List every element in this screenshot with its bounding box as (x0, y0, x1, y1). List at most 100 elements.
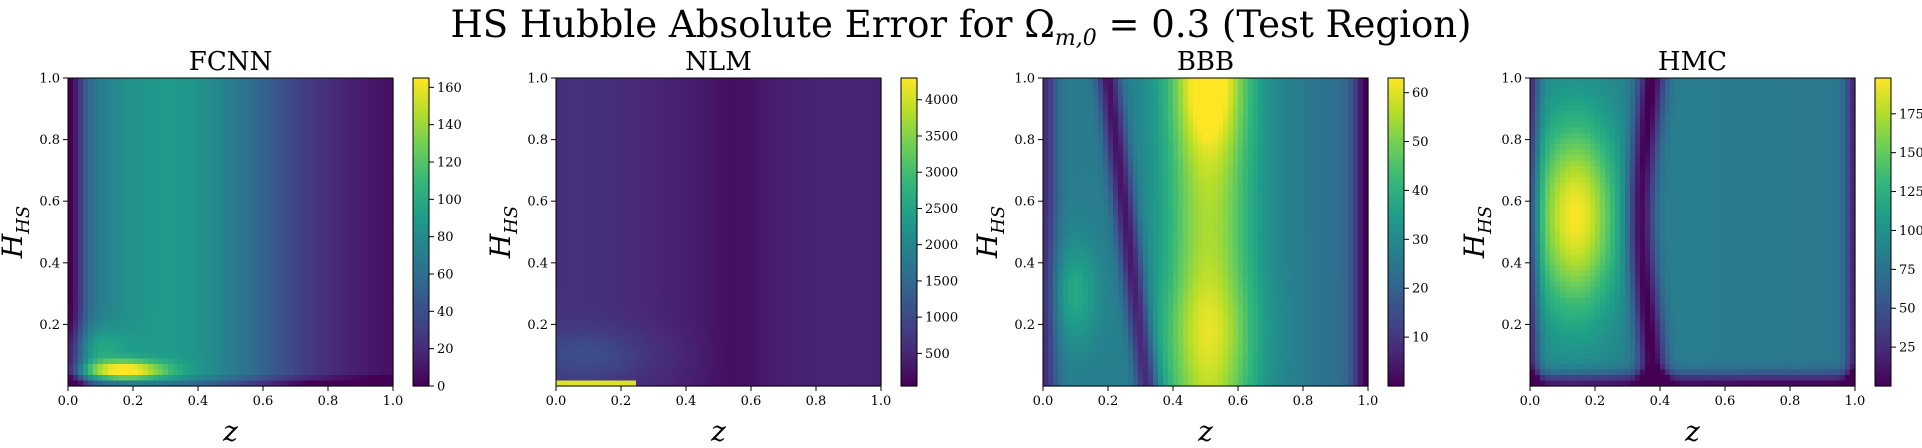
heatmap-cell (661, 177, 667, 184)
heatmap-cell (831, 94, 837, 101)
heatmap-cell (168, 94, 174, 101)
heatmap-cell (323, 243, 329, 250)
heatmap-cell (223, 309, 229, 316)
heatmap-cell (118, 287, 124, 294)
heatmap-cell (178, 127, 184, 134)
heatmap-cell (208, 281, 214, 288)
heatmap-cell (871, 111, 877, 118)
heatmap-cell (233, 309, 239, 316)
heatmap-cell (73, 78, 79, 85)
heatmap-cell (143, 177, 149, 184)
heatmap-cell (846, 171, 852, 178)
heatmap-cell (323, 116, 329, 123)
heatmap-cell (293, 369, 299, 376)
heatmap-cell (806, 94, 812, 101)
heatmap-cell (353, 232, 359, 239)
heatmap-cell (118, 133, 124, 140)
heatmap-cell (258, 336, 264, 343)
heatmap-cell (571, 149, 577, 156)
heatmap-cell (153, 364, 159, 371)
heatmap-cell (193, 160, 199, 167)
heatmap-cell (103, 347, 109, 354)
heatmap-cell (711, 83, 717, 90)
heatmap-cell (313, 199, 319, 206)
heatmap-cell (293, 292, 299, 299)
heatmap-cell (273, 265, 279, 272)
heatmap-cell (88, 309, 94, 316)
heatmap-cell (383, 89, 389, 96)
heatmap-cell (293, 182, 299, 189)
heatmap-cell (796, 160, 802, 167)
heatmap-cell (233, 259, 239, 266)
heatmap-cell (78, 122, 84, 129)
heatmap-cell (268, 177, 274, 184)
heatmap-cell (388, 226, 394, 233)
heatmap-cell (343, 144, 349, 151)
heatmap-cell (243, 254, 249, 261)
heatmap-cell (178, 270, 184, 277)
heatmap-cell (103, 375, 109, 382)
heatmap-cell (173, 237, 179, 244)
heatmap-cell (791, 138, 797, 145)
heatmap-cell (871, 171, 877, 178)
heatmap-cell (841, 94, 847, 101)
heatmap-cell (228, 171, 234, 178)
heatmap-cell (298, 160, 304, 167)
heatmap-cell (278, 133, 284, 140)
heatmap-cell (128, 331, 134, 338)
heatmap-cell (243, 100, 249, 107)
heatmap-cell (273, 122, 279, 129)
heatmap-cell (133, 204, 139, 211)
heatmap-cell (851, 78, 857, 85)
heatmap-cell (666, 122, 672, 129)
heatmap-cell (751, 122, 757, 129)
heatmap-cell (576, 94, 582, 101)
heatmap-cell (108, 94, 114, 101)
heatmap-cell (233, 138, 239, 145)
heatmap-cell (198, 237, 204, 244)
heatmap-cell (313, 232, 319, 239)
heatmap-cell (233, 232, 239, 239)
heatmap-cell (661, 133, 667, 140)
heatmap-cell (268, 122, 274, 129)
heatmap-cell (268, 144, 274, 151)
heatmap-cell (313, 166, 319, 173)
heatmap-cell (258, 281, 264, 288)
heatmap-cell (88, 325, 94, 332)
heatmap-cell (586, 166, 592, 173)
heatmap-cell (263, 149, 269, 156)
heatmap-cell (323, 232, 329, 239)
heatmap-cell (203, 380, 209, 387)
heatmap-cell (138, 89, 144, 96)
heatmap-cell (148, 127, 154, 134)
heatmap-cell (268, 358, 274, 365)
heatmap-cell (383, 204, 389, 211)
heatmap-cell (318, 270, 324, 277)
heatmap-cell (278, 298, 284, 305)
heatmap-cell (98, 94, 104, 101)
heatmap-cell (213, 375, 219, 382)
heatmap-cell (148, 270, 154, 277)
heatmap-cell (298, 94, 304, 101)
heatmap-cell (751, 89, 757, 96)
heatmap-cell (168, 331, 174, 338)
heatmap-cell (78, 331, 84, 338)
heatmap-cell (333, 166, 339, 173)
heatmap-cell (283, 226, 289, 233)
heatmap-cell (581, 111, 587, 118)
heatmap-cell (343, 160, 349, 167)
heatmap-cell (591, 177, 597, 184)
heatmap-cell (726, 89, 732, 96)
heatmap-cell (168, 287, 174, 294)
heatmap-cell (158, 336, 164, 343)
heatmap-cell (303, 342, 309, 349)
heatmap-cell (248, 309, 254, 316)
colorbar-swatch (413, 235, 429, 241)
heatmap-cell (128, 314, 134, 321)
heatmap-cell (163, 358, 169, 365)
heatmap-cell (163, 320, 169, 327)
heatmap-cell (646, 94, 652, 101)
heatmap-cell (303, 232, 309, 239)
heatmap-cell (716, 111, 722, 118)
